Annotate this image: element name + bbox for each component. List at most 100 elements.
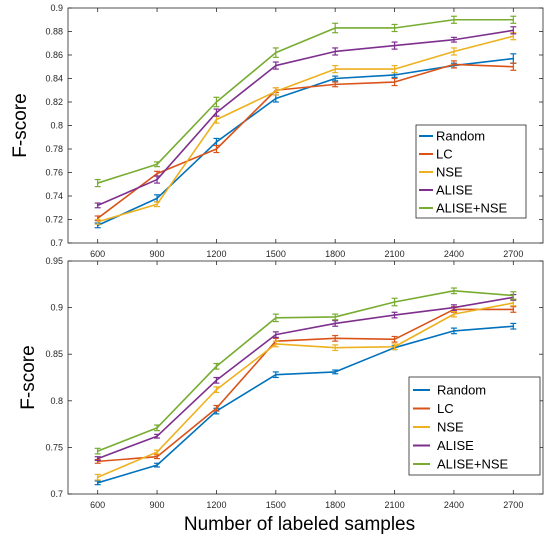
x-tick-label: 1200 <box>206 500 226 510</box>
x-tick-label: 2700 <box>503 249 523 259</box>
data-point <box>156 178 158 181</box>
legend-label: Random <box>437 383 486 398</box>
x-tick-label: 2400 <box>444 500 464 510</box>
legend-box <box>408 376 541 476</box>
data-point <box>334 346 336 349</box>
x-tick-label: 1800 <box>325 249 345 259</box>
data-point <box>275 373 277 376</box>
data-point <box>453 63 455 66</box>
data-point <box>96 224 99 227</box>
series-alise-nse <box>94 287 517 455</box>
data-point <box>334 27 336 29</box>
chart-top: 600 900 1200 1500 1800 2100 2400 2700 0.7 0.72 0.7… <box>10 3 544 259</box>
legend-label: NSE <box>437 420 464 435</box>
series-line <box>97 308 514 463</box>
data-point <box>453 290 455 292</box>
legend: Random LC NSE ALISE ALISE+NSE <box>408 376 541 476</box>
data-point <box>215 141 218 143</box>
legend-label: ALISE+NSE <box>436 201 508 216</box>
series-line <box>97 290 514 452</box>
series-line <box>97 18 514 184</box>
data-point <box>215 388 218 391</box>
x-tick-label: 1500 <box>266 500 286 510</box>
data-point <box>156 163 158 166</box>
y-tick-label: 0.95 <box>45 256 63 266</box>
y-tick-label: 0.9 <box>50 303 63 313</box>
chart-bottom: 600 900 1200 1500 1800 2100 2400 2700 0.7 0.75 0.8… <box>18 256 544 535</box>
data-point <box>453 330 455 332</box>
data-point <box>512 308 515 311</box>
series-line <box>97 29 514 207</box>
data-point <box>156 455 158 458</box>
data-point <box>512 65 515 68</box>
series-line <box>97 325 514 484</box>
y-axis-label: F-score <box>10 93 31 157</box>
data-point <box>96 204 99 207</box>
series-line <box>97 35 514 223</box>
data-point <box>156 464 158 466</box>
data-point <box>512 325 515 328</box>
x-axis-label: Number of labeled samples <box>184 514 415 535</box>
data-point <box>512 35 515 37</box>
data-point <box>275 343 277 345</box>
data-point <box>275 51 277 54</box>
data-point <box>334 77 336 80</box>
data-point <box>215 101 218 103</box>
x-tick-label: 600 <box>90 249 105 259</box>
data-point <box>96 476 99 479</box>
data-point <box>453 313 455 315</box>
x-tick-label: 2700 <box>503 500 523 510</box>
data-point <box>156 451 158 453</box>
data-point <box>393 27 396 29</box>
data-point <box>215 111 218 114</box>
data-point <box>453 50 455 53</box>
legend-label: NSE <box>436 165 463 180</box>
data-point <box>393 44 396 47</box>
y-tick-label: 0.7 <box>50 238 63 248</box>
x-tick-label: 900 <box>150 249 165 259</box>
data-point <box>393 338 396 341</box>
legend-label: Random <box>436 129 485 144</box>
data-point <box>393 74 396 76</box>
data-point <box>393 81 396 83</box>
legend-box <box>415 124 527 219</box>
data-point <box>453 306 455 309</box>
data-point <box>275 333 277 336</box>
x-tick-label: 1200 <box>206 249 226 259</box>
series-alise <box>94 26 517 209</box>
y-tick-label: 0.75 <box>45 442 63 452</box>
data-point <box>215 379 218 382</box>
legend: Random LC NSE ALISE ALISE+NSE <box>415 124 527 219</box>
data-point <box>156 172 158 175</box>
data-point <box>334 316 336 318</box>
data-point <box>453 38 455 41</box>
data-point <box>215 365 218 368</box>
data-point <box>215 118 218 121</box>
x-tick-label: 600 <box>90 500 105 510</box>
data-point <box>275 317 277 319</box>
x-tick-label: 2100 <box>385 249 405 259</box>
data-point <box>275 64 277 67</box>
y-axis-label: F-score <box>18 345 39 409</box>
data-point <box>512 294 515 297</box>
y-tick-label: 0.9 <box>50 3 63 13</box>
data-point <box>453 18 455 21</box>
x-tick-label: 2400 <box>444 249 464 259</box>
y-tick-label: 0.8 <box>50 396 63 406</box>
x-tick-label: 1500 <box>266 249 286 259</box>
plot-area-frame <box>67 260 544 495</box>
data-point <box>96 482 99 484</box>
data-point <box>96 182 99 184</box>
data-point <box>156 197 158 200</box>
legend-label: LC <box>436 147 453 162</box>
legend-label: ALISE <box>437 438 474 453</box>
data-point <box>96 217 99 220</box>
data-point <box>275 90 277 93</box>
data-point <box>334 322 336 325</box>
data-point <box>334 50 336 53</box>
legend-label: ALISE <box>436 183 473 198</box>
data-point <box>393 68 396 70</box>
series-line <box>97 302 514 478</box>
data-point <box>512 302 515 304</box>
